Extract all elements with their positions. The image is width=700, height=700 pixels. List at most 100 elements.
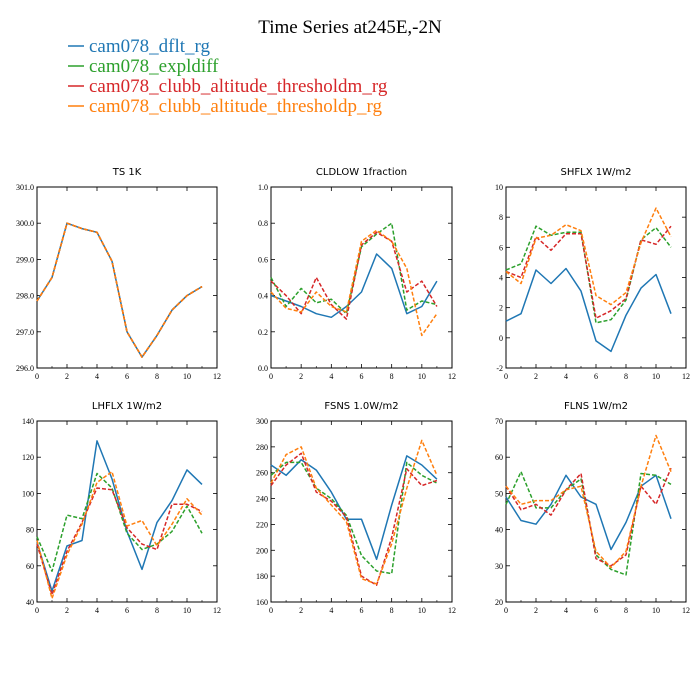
y-tick-label: 30	[495, 562, 503, 571]
y-tick-label: 120	[22, 453, 34, 462]
x-tick-label: 6	[594, 606, 598, 615]
y-tick-label: 180	[256, 572, 268, 581]
series-line	[36, 222, 203, 358]
series-line	[505, 474, 672, 551]
x-tick-label: 2	[534, 372, 538, 381]
chart-panel: FLNS 1W/m2 0 2 4 6 8 10 12 20 30 40 50 60 70	[495, 401, 690, 615]
figure-title: Time Series at245E,-2N	[258, 17, 442, 38]
legend-label: cam078_expldiff	[89, 56, 219, 77]
y-tick-label: 301.0	[16, 183, 34, 192]
chart-panel: LHFLX 1W/m2 0 2 4 6 8 10 12 40 60 80 100 120 140	[22, 401, 221, 615]
series-line	[505, 207, 672, 306]
x-tick-label: 10	[652, 606, 660, 615]
legend-label: cam078_clubb_altitude_thresholdm_rg	[89, 76, 388, 97]
series-line	[270, 229, 438, 337]
x-tick-label: 12	[213, 372, 221, 381]
y-tick-label: 60	[495, 453, 503, 462]
x-tick-label: 10	[418, 606, 426, 615]
y-tick-label: 40	[26, 598, 34, 607]
x-tick-label: 0	[35, 372, 39, 381]
legend-entry: cam078_clubb_altitude_thresholdm_rg	[68, 76, 388, 97]
y-tick-label: 0.4	[258, 292, 268, 301]
x-tick-label: 10	[183, 372, 191, 381]
panel-title: TS 1K	[112, 167, 142, 178]
y-tick-label: 70	[495, 417, 503, 426]
x-tick-label: 6	[594, 372, 598, 381]
x-tick-label: 12	[682, 372, 690, 381]
y-tick-label: 240	[256, 495, 268, 504]
series-line	[270, 439, 438, 585]
x-tick-label: 12	[682, 606, 690, 615]
x-tick-label: 4	[329, 372, 333, 381]
y-tick-label: 0.2	[258, 328, 268, 337]
panel-title: CLDLOW 1fraction	[316, 167, 407, 178]
chart-panel: FSNS 1.0W/m2 0 2 4 6 8 10 12 160 180 200 220 240 260 2…	[256, 401, 456, 615]
y-tick-label: 8	[499, 213, 503, 222]
x-tick-label: 0	[269, 372, 273, 381]
legend-entry: cam078_expldiff	[68, 56, 219, 77]
x-tick-label: 8	[390, 372, 394, 381]
x-tick-label: 4	[95, 606, 99, 615]
y-tick-label: 0.6	[258, 255, 268, 264]
x-tick-label: 8	[155, 372, 159, 381]
chart-panel: CLDLOW 1fraction 0 2 4 6 8 10 12 0.0 0.2 0.4 0.6 0.8…	[258, 167, 456, 381]
y-tick-label: 298.0	[16, 292, 34, 301]
legend-label: cam078_clubb_altitude_thresholdp_rg	[89, 96, 383, 117]
plot-frame	[505, 420, 687, 603]
series-line	[505, 225, 672, 319]
series-line	[270, 461, 438, 575]
x-tick-label: 6	[125, 372, 129, 381]
x-tick-label: 2	[299, 372, 303, 381]
x-tick-label: 6	[360, 606, 364, 615]
x-tick-label: 0	[504, 372, 508, 381]
x-tick-label: 12	[448, 372, 456, 381]
y-tick-label: 140	[22, 417, 34, 426]
panel-title: FSNS 1.0W/m2	[324, 401, 398, 412]
y-tick-label: -2	[496, 364, 503, 373]
y-tick-label: 50	[495, 489, 503, 498]
y-tick-label: 4	[499, 274, 503, 283]
y-tick-label: 296.0	[16, 364, 34, 373]
x-tick-label: 4	[95, 372, 99, 381]
series-line	[270, 452, 438, 586]
series-line	[505, 267, 672, 353]
legend: cam078_dflt_rgcam078_expldiffcam078_club…	[68, 36, 388, 117]
series-line	[505, 467, 672, 567]
y-tick-label: 0.0	[258, 364, 268, 373]
panels: TS 1K0 2 4 6 8 10 12296.0297.0298.0299.0300.03…	[16, 167, 690, 615]
panel-title: FLNS 1W/m2	[564, 401, 628, 412]
x-tick-label: 8	[155, 606, 159, 615]
y-tick-label: 0.8	[258, 219, 268, 228]
y-tick-label: 300.0	[16, 219, 34, 228]
y-tick-label: 220	[256, 520, 268, 529]
series-line	[36, 472, 203, 572]
y-tick-label: 40	[495, 526, 503, 535]
chart-panel: TS 1K 0 2 4 6 8 10 12 296.0 297.0 298.0 299.0 300.0 3…	[16, 167, 221, 381]
y-tick-label: 300	[256, 417, 268, 426]
x-tick-label: 10	[652, 372, 660, 381]
x-tick-label: 4	[564, 372, 568, 381]
series-line	[36, 487, 203, 596]
x-tick-label: 10	[183, 606, 191, 615]
x-tick-label: 8	[390, 606, 394, 615]
legend-entry: cam078_clubb_altitude_thresholdp_rg	[68, 96, 383, 117]
x-tick-label: 2	[65, 606, 69, 615]
x-tick-label: 6	[360, 372, 364, 381]
y-tick-label: 1.0	[258, 183, 268, 192]
plot-frame	[36, 186, 218, 369]
legend-entry: cam078_dflt_rg	[68, 36, 211, 57]
panel-title: SHFLX 1W/m2	[561, 167, 632, 178]
x-tick-label: 2	[534, 606, 538, 615]
x-tick-label: 2	[65, 372, 69, 381]
y-tick-label: 297.0	[16, 328, 34, 337]
y-tick-label: 260	[256, 469, 268, 478]
y-tick-label: 60	[26, 562, 34, 571]
series-line	[36, 470, 203, 600]
y-tick-label: 20	[495, 598, 503, 607]
legend-label: cam078_dflt_rg	[89, 36, 211, 57]
y-tick-label: 2	[499, 304, 503, 313]
y-tick-label: 299.0	[16, 255, 34, 264]
x-tick-label: 2	[299, 606, 303, 615]
